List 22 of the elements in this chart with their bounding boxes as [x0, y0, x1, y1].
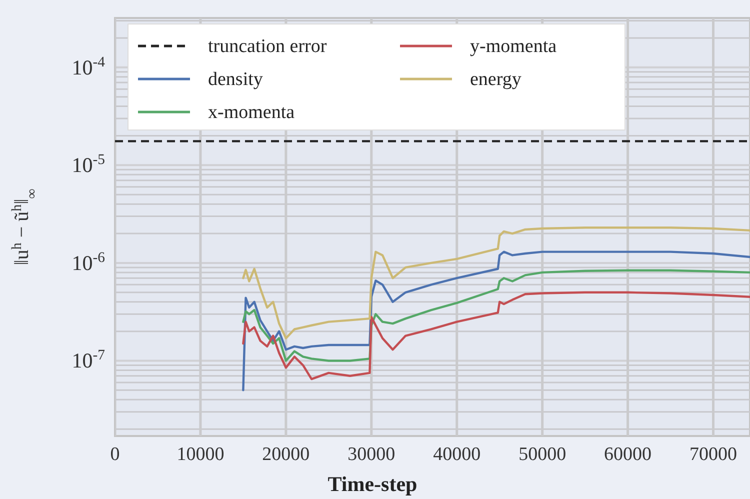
y-tick-label: 10$^{-6}$ — [72, 250, 105, 275]
x-tick-label: 20000 — [262, 444, 310, 465]
x-tick-label: 30000 — [348, 444, 396, 465]
legend-label: x-momenta — [208, 102, 296, 123]
legend-label: density — [208, 69, 264, 90]
x-tick-label: 40000 — [433, 444, 481, 465]
y-tick-label: 10$^{-5}$ — [72, 152, 105, 178]
x-axis-title: Time-step — [328, 472, 418, 496]
line-series — [242, 291, 750, 380]
line-series — [242, 250, 750, 392]
x-tick-label: 60000 — [604, 444, 652, 465]
legend-label: energy — [470, 69, 522, 90]
legend-label: y-momenta — [470, 36, 558, 57]
line-series — [242, 226, 750, 340]
x-tick-label: 0 — [110, 444, 120, 465]
x-tick-label: 50000 — [518, 444, 566, 465]
y-tick-label: 10$^{-7}$ — [72, 348, 105, 373]
legend-label: truncation error — [208, 36, 328, 57]
line-series — [242, 269, 750, 362]
x-tick-label: 10000 — [176, 444, 224, 465]
x-tick-label: 70000 — [690, 444, 737, 465]
y-tick-label: 10$^{-4}$ — [72, 54, 106, 80]
